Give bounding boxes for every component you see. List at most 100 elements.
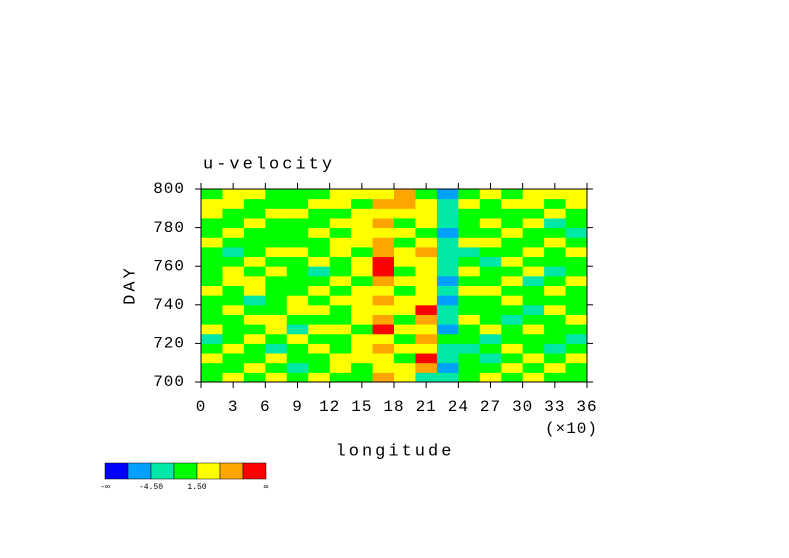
cell (565, 314, 588, 325)
cell (351, 198, 374, 209)
cell (394, 198, 416, 209)
cell (329, 198, 352, 209)
cell (415, 246, 438, 258)
cell (522, 208, 545, 219)
cell (351, 227, 374, 238)
cell (458, 314, 481, 325)
chart-title: u-velocity (203, 155, 335, 174)
cell (565, 256, 588, 267)
cell (415, 208, 438, 219)
cell (544, 227, 567, 238)
cell (544, 237, 567, 248)
cell (308, 295, 331, 306)
cell (201, 372, 223, 383)
cell (329, 304, 352, 315)
cell (265, 314, 288, 325)
cell (436, 362, 459, 373)
cell (501, 198, 524, 209)
cell (351, 324, 374, 335)
cell (522, 227, 545, 238)
cell (565, 208, 588, 219)
cell (286, 324, 309, 335)
cell (394, 189, 416, 200)
cell (351, 246, 374, 258)
cell (351, 304, 374, 315)
cell (501, 285, 524, 296)
colorbar-swatch (127, 462, 152, 480)
cell (265, 217, 288, 229)
cell (372, 333, 395, 344)
cell (372, 217, 395, 229)
cell (308, 304, 331, 315)
cell (415, 372, 438, 383)
cell (329, 333, 352, 344)
cell (394, 304, 416, 315)
cell (201, 275, 223, 286)
cell (436, 266, 459, 277)
cell (565, 189, 588, 200)
cell (329, 256, 352, 267)
cell (308, 208, 331, 219)
cell (351, 314, 374, 325)
cell (222, 217, 245, 229)
cell (436, 189, 459, 200)
cell (201, 227, 223, 238)
cell (479, 217, 502, 229)
cell (522, 333, 545, 344)
cell (286, 275, 309, 286)
cell (479, 189, 502, 200)
cell (501, 266, 524, 277)
cell (415, 333, 438, 344)
x-scale-label: (×10) (545, 420, 598, 438)
cell (286, 189, 309, 200)
cell (415, 266, 438, 277)
x-tick-label: 9 (292, 398, 303, 416)
cell (501, 227, 524, 238)
cell (458, 237, 481, 248)
cell (458, 275, 481, 286)
cell (458, 227, 481, 238)
cell (544, 362, 567, 373)
heatmap (201, 189, 588, 383)
y-axis-label: DAY (121, 265, 140, 305)
y-tick-label: 800 (153, 180, 185, 198)
cell (501, 362, 524, 373)
cell (286, 362, 309, 373)
cell (436, 285, 459, 296)
cell (286, 246, 309, 258)
cell (436, 372, 459, 383)
cell (394, 208, 416, 219)
colorbar-swatch (242, 462, 267, 480)
cell (415, 217, 438, 229)
cell (265, 246, 288, 258)
cell (308, 285, 331, 296)
cell (243, 324, 266, 335)
cell (329, 208, 352, 219)
cell (201, 217, 223, 229)
cell (329, 227, 352, 238)
colorbar-swatch (219, 462, 244, 480)
cell (394, 353, 416, 364)
cell (522, 275, 545, 286)
cell (458, 324, 481, 335)
cell (372, 295, 395, 306)
cell (243, 353, 266, 364)
cell (308, 333, 331, 344)
cell (415, 285, 438, 296)
cell (501, 324, 524, 335)
cell (243, 275, 266, 286)
cell (565, 353, 588, 364)
cell (436, 314, 459, 325)
cell (265, 353, 288, 364)
x-tick-label: 15 (351, 398, 372, 416)
cell (329, 295, 352, 306)
cell (479, 227, 502, 238)
cell (544, 372, 567, 383)
x-tick-label: 12 (319, 398, 340, 416)
colorbar-label: ∞ (264, 483, 269, 492)
cell (201, 246, 223, 258)
cell (458, 353, 481, 364)
cell (351, 362, 374, 373)
x-tick-label: 21 (416, 398, 437, 416)
